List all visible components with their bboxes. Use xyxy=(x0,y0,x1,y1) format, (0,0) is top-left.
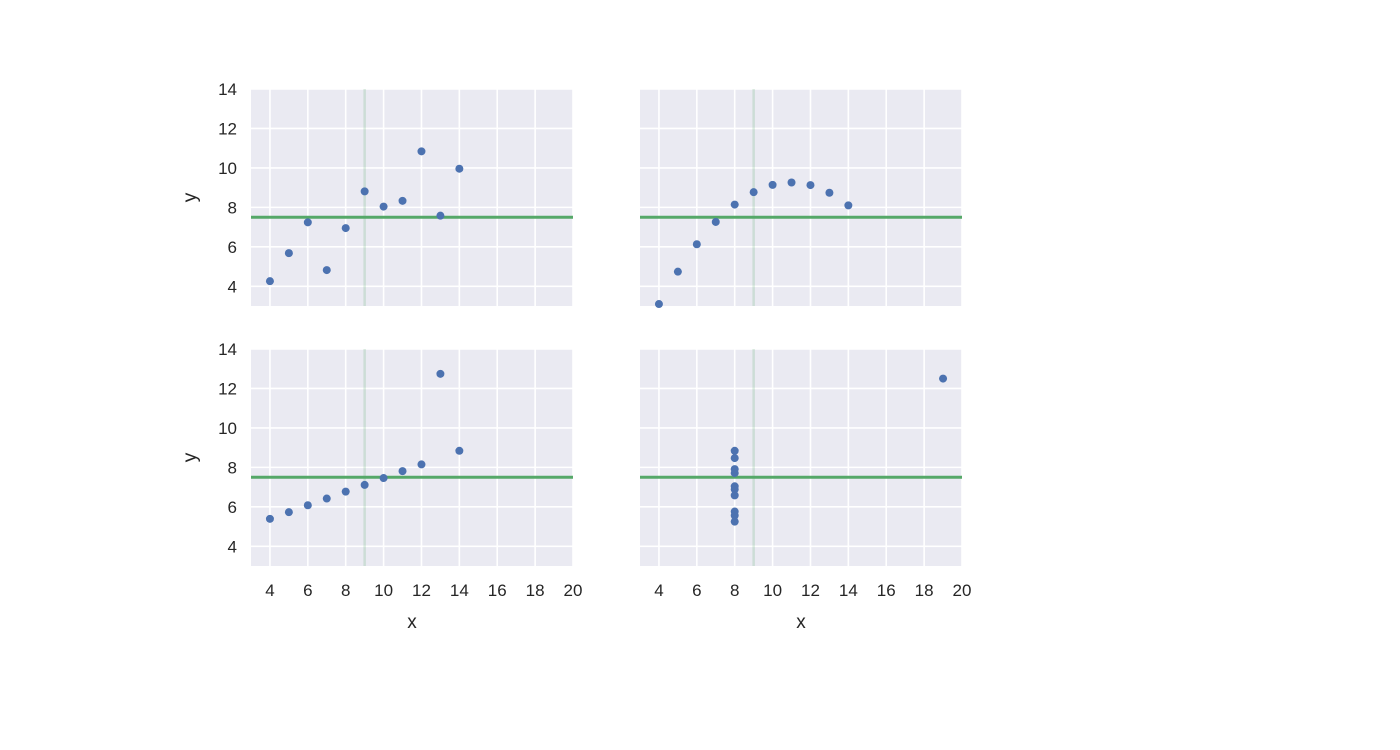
x-tick-label: 18 xyxy=(915,581,934,600)
scatter-point xyxy=(436,369,445,378)
panel-bottom-right: 4 6 8 10 12 14 16 18 20 x xyxy=(640,348,972,633)
x-tick-label: 12 xyxy=(801,581,820,600)
scatter-point xyxy=(806,181,815,190)
scatter-point xyxy=(322,266,331,275)
plot-background xyxy=(640,349,962,566)
x-tick-label: 20 xyxy=(953,581,972,600)
x-tick-label: 12 xyxy=(412,581,431,600)
scatter-point xyxy=(360,480,369,489)
scatter-point xyxy=(692,240,701,249)
scatter-point xyxy=(379,202,388,211)
scatter-point xyxy=(398,467,407,476)
panel-top-right xyxy=(640,88,963,309)
x-tick-label: 14 xyxy=(450,581,469,600)
panel-bottom-left: 4 6 8 10 12 14 16 18 20 4 6 8 10 12 14 x y xyxy=(180,340,582,633)
scatter-point xyxy=(730,200,739,209)
scatter-point xyxy=(730,485,739,494)
x-tick-label: 8 xyxy=(341,581,350,600)
plot-background xyxy=(640,89,962,306)
scatter-point xyxy=(844,201,853,210)
scatter-point xyxy=(749,188,758,197)
plot-background xyxy=(251,89,573,306)
x-tick-label: 8 xyxy=(730,581,739,600)
x-tick-label: 10 xyxy=(374,581,393,600)
x-tick-label: 20 xyxy=(564,581,583,600)
scatter-point xyxy=(455,446,464,455)
plot-background xyxy=(251,349,573,566)
y-tick-label: 8 xyxy=(228,458,237,477)
y-axis-label: y xyxy=(180,452,201,462)
scatter-point xyxy=(398,196,407,205)
y-tick-label: 14 xyxy=(218,80,237,99)
scatter-point xyxy=(265,514,274,523)
scatter-point xyxy=(417,460,426,469)
x-tick-label: 4 xyxy=(654,581,663,600)
x-axis-label: x xyxy=(796,612,806,633)
y-tick-label: 8 xyxy=(228,198,237,217)
x-tick-label: 6 xyxy=(303,581,312,600)
y-tick-label: 10 xyxy=(218,159,237,178)
x-tick-label: 14 xyxy=(839,581,858,600)
scatter-point xyxy=(673,267,682,276)
scatter-point xyxy=(730,454,739,463)
scatter-point xyxy=(730,446,739,455)
scatter-point xyxy=(436,211,445,220)
scatter-point xyxy=(730,517,739,526)
scatter-point xyxy=(730,465,739,474)
scatter-point xyxy=(303,218,312,227)
scatter-point xyxy=(654,300,663,309)
scatter-point xyxy=(455,164,464,173)
x-tick-label: 10 xyxy=(763,581,782,600)
scatter-point xyxy=(939,374,948,383)
y-tick-label: 4 xyxy=(228,277,237,296)
scatter-point xyxy=(787,178,796,187)
scatter-point xyxy=(322,494,331,503)
scatter-point xyxy=(417,147,426,156)
y-tick-label: 12 xyxy=(218,119,237,138)
y-tick-label: 12 xyxy=(218,379,237,398)
scatter-point xyxy=(341,487,350,496)
x-axis-label: x xyxy=(407,612,417,633)
y-tick-label: 6 xyxy=(228,238,237,257)
scatter-point xyxy=(360,187,369,196)
scatter-point xyxy=(284,508,293,517)
scatter-point xyxy=(341,224,350,233)
y-axis-label: y xyxy=(180,192,201,202)
x-tick-label: 16 xyxy=(877,581,896,600)
scatter-point xyxy=(265,277,274,286)
scatter-point xyxy=(303,501,312,510)
x-tick-label: 4 xyxy=(265,581,274,600)
scatter-point xyxy=(825,188,834,197)
x-tick-label: 16 xyxy=(488,581,507,600)
scatter-point xyxy=(379,474,388,483)
y-tick-label: 6 xyxy=(228,498,237,517)
panel-top-left: 4 6 8 10 12 14 y xyxy=(180,80,574,306)
y-tick-label: 14 xyxy=(218,340,237,359)
scatter-point xyxy=(730,511,739,520)
scatter-point xyxy=(730,491,739,500)
scatter-point xyxy=(284,249,293,258)
y-tick-label: 4 xyxy=(228,537,237,556)
scatter-point xyxy=(768,180,777,189)
scatter-point xyxy=(711,217,720,226)
x-tick-label: 18 xyxy=(526,581,545,600)
y-tick-label: 10 xyxy=(218,419,237,438)
x-tick-label: 6 xyxy=(692,581,701,600)
